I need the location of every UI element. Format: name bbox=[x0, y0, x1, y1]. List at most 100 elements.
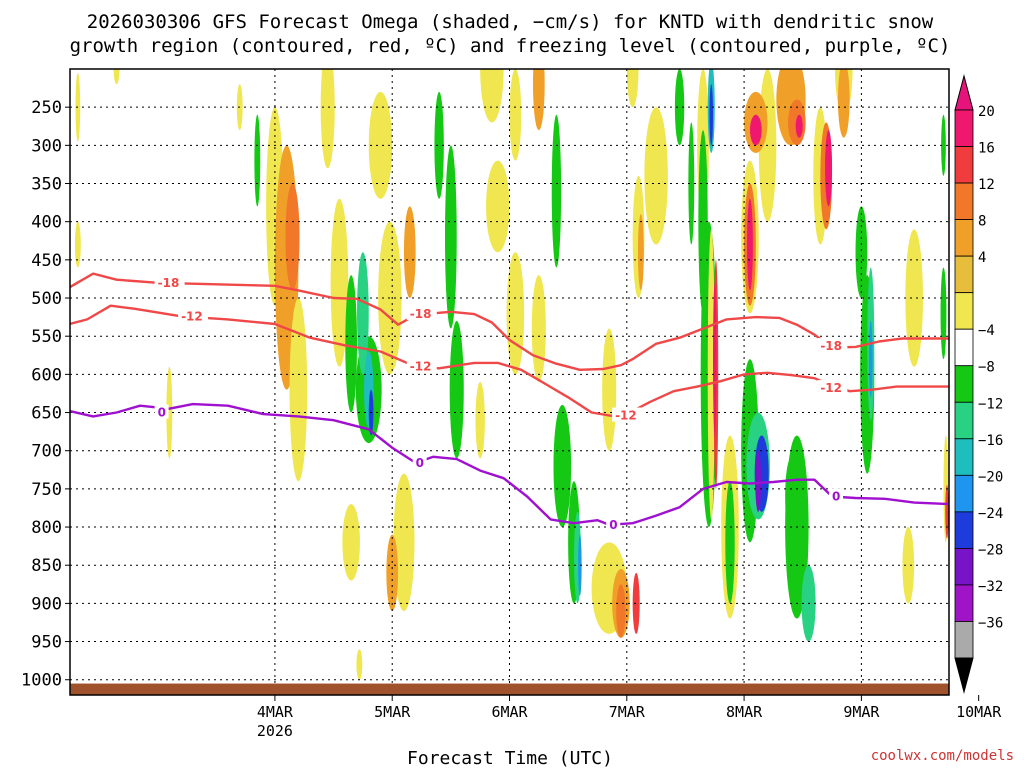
omega-cell-69 bbox=[755, 450, 762, 512]
omega-cell-72 bbox=[795, 114, 803, 138]
omega-cell-34 bbox=[551, 114, 562, 268]
colorbar-bottom-arrow bbox=[954, 657, 974, 694]
contour-label-mark-4: -12 bbox=[820, 381, 842, 395]
contour-label-freezing-level: 0 bbox=[158, 406, 166, 420]
y-tick-label-750: 750 bbox=[31, 480, 62, 500]
omega-cell-35 bbox=[553, 404, 572, 528]
omega-cell-28 bbox=[486, 160, 510, 253]
omega-cell-45 bbox=[637, 214, 644, 291]
omega-cell-2 bbox=[113, 69, 120, 85]
omega-cell-84 bbox=[869, 320, 873, 398]
y-tick-label-450: 450 bbox=[31, 251, 62, 271]
omega-cell-26 bbox=[449, 320, 464, 459]
colorbar-swatch-11 bbox=[954, 511, 974, 549]
contour-freezing-level bbox=[70, 402, 949, 526]
x-tick-label-9MAR: 9MAR bbox=[843, 703, 880, 721]
x-tick-sublabel-2026: 2026 bbox=[257, 722, 293, 740]
y-tick-label-950: 950 bbox=[31, 633, 62, 653]
omega-cell-27 bbox=[480, 69, 504, 123]
y-tick-label-700: 700 bbox=[31, 442, 62, 462]
omega-cell-24 bbox=[434, 91, 444, 199]
omega-cell-87 bbox=[941, 114, 946, 176]
omega-cell-81 bbox=[855, 206, 868, 299]
colorbar-swatch-0 bbox=[954, 109, 974, 147]
colorbar-swatch-6 bbox=[954, 328, 974, 367]
contour-dendritic-18 bbox=[70, 272, 949, 371]
colorbar-label-11: −28 bbox=[978, 542, 1003, 558]
contour-label-bg bbox=[406, 306, 437, 321]
omega-cell-14 bbox=[357, 252, 369, 375]
y-tick-label-350: 350 bbox=[31, 175, 62, 195]
contour-label-bg bbox=[154, 274, 185, 289]
colorbar-swatch-7 bbox=[954, 365, 974, 403]
x-tick-label-6MAR: 6MAR bbox=[491, 703, 528, 721]
colorbar-swatch-4 bbox=[954, 255, 974, 294]
colorbar-swatch-13 bbox=[954, 584, 974, 622]
omega-cell-46 bbox=[644, 107, 668, 245]
omega-cell-85 bbox=[905, 229, 923, 367]
omega-cell-78 bbox=[825, 130, 833, 207]
y-tick-label-400: 400 bbox=[31, 213, 62, 233]
y-tick-label-250: 250 bbox=[31, 98, 62, 118]
contour-label-mark-5: 0 bbox=[416, 456, 424, 470]
omega-cell-32 bbox=[531, 275, 546, 382]
omega-cell-86 bbox=[902, 527, 915, 604]
omega-cell-20 bbox=[393, 473, 415, 612]
x-tick-label-5MAR: 5MAR bbox=[374, 703, 411, 721]
colorbar-swatch-2 bbox=[954, 182, 974, 220]
omega-cell-52 bbox=[709, 84, 714, 146]
colorbar-label-10: −24 bbox=[978, 506, 1003, 522]
contour-label-mark-7: 0 bbox=[832, 490, 840, 504]
omega-cell-10 bbox=[330, 198, 349, 367]
colorbar: 20 16 12 8 4 −4 −8 −12 −16 −20 −24 −28 −32 −36 bbox=[954, 74, 1003, 694]
omega-cell-19 bbox=[403, 206, 416, 299]
ground-bar bbox=[70, 683, 949, 695]
omega-cell-17 bbox=[368, 91, 393, 199]
contour-label-dendritic-18: -18 bbox=[158, 276, 180, 290]
omega-cell-11 bbox=[254, 114, 261, 207]
gridlines bbox=[70, 69, 949, 695]
omega-cell-31 bbox=[506, 252, 525, 375]
omega-cell-22 bbox=[342, 504, 360, 581]
contour-label-mark-3: -18 bbox=[820, 339, 842, 353]
contour-label-bg bbox=[612, 407, 643, 422]
colorbar-label-2: 12 bbox=[978, 177, 995, 193]
colorbar-label-7: −12 bbox=[978, 396, 1003, 412]
colorbar-label-13: −36 bbox=[978, 615, 1003, 631]
colorbar-swatch-10 bbox=[954, 474, 974, 513]
omega-cell-65 bbox=[749, 114, 762, 146]
colorbar-swatch-1 bbox=[954, 146, 974, 184]
colorbar-swatch-5 bbox=[954, 292, 974, 330]
colorbar-swatch-14 bbox=[954, 621, 974, 659]
y-tick-label-800: 800 bbox=[31, 518, 62, 538]
omega-cell-3 bbox=[166, 366, 173, 459]
omega-cell-23 bbox=[356, 649, 363, 680]
y-tick-label-650: 650 bbox=[31, 404, 62, 424]
contour-label-bg bbox=[817, 380, 848, 395]
omega-cell-49 bbox=[688, 122, 695, 245]
contour-label-mark-0: -18 bbox=[410, 307, 432, 321]
colorbar-swatch-9 bbox=[954, 438, 974, 476]
y-tick-label-600: 600 bbox=[31, 365, 62, 385]
colorbar-label-0: 20 bbox=[978, 104, 995, 120]
omega-cell-47 bbox=[626, 69, 639, 108]
y-tick-label-500: 500 bbox=[31, 289, 62, 309]
colorbar-label-4: 4 bbox=[978, 250, 986, 266]
contour-label-bg bbox=[406, 358, 437, 373]
contour-label-bg bbox=[178, 308, 209, 323]
contour-label-dendritic-12: -12 bbox=[181, 309, 203, 323]
x-tick-label-4MAR: 4MAR bbox=[257, 703, 294, 721]
omega-cell-21 bbox=[386, 534, 399, 612]
omega-cell-8 bbox=[289, 298, 308, 482]
colorbar-label-12: −32 bbox=[978, 579, 1003, 595]
y-tick-label-300: 300 bbox=[31, 136, 62, 156]
omega-cell-30 bbox=[532, 69, 545, 131]
omega-cell-39 bbox=[602, 328, 617, 451]
omega-cell-88 bbox=[940, 267, 947, 360]
omega-cell-33 bbox=[475, 382, 485, 459]
contour-label-bg bbox=[412, 454, 427, 469]
y-tick-label-1000: 1000 bbox=[21, 671, 62, 691]
omega-cell-38 bbox=[578, 534, 582, 596]
